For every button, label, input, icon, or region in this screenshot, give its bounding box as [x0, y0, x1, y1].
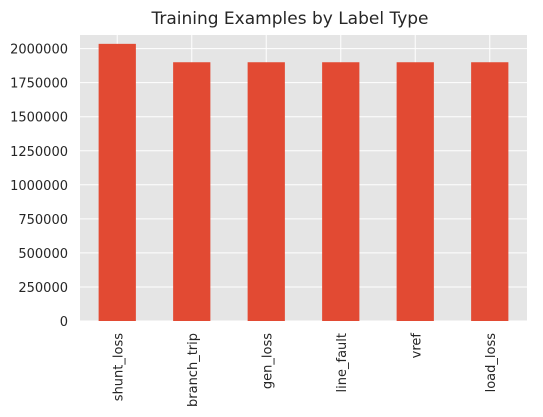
x-tick-label: shunt_loss — [111, 333, 126, 401]
y-tick-label: 500000 — [18, 247, 68, 262]
bars — [98, 43, 509, 321]
bar-vref — [396, 62, 434, 321]
x-tick-label: gen_loss — [260, 333, 275, 389]
y-tick-label: 1250000 — [10, 145, 68, 160]
bar-shunt-loss — [98, 43, 136, 321]
bar-branch-trip — [173, 62, 211, 321]
plot-area — [80, 35, 527, 321]
y-tick-label: 0 — [60, 315, 68, 330]
x-tick-label: load_loss — [484, 333, 499, 393]
bar-line-fault — [322, 62, 360, 321]
y-tick-label: 1000000 — [10, 179, 68, 194]
x-tick-label: vref — [409, 333, 424, 359]
y-tick-label: 1500000 — [10, 111, 68, 126]
bar-load-loss — [471, 62, 509, 321]
x-axis-ticks: shunt_loss branch_trip gen_loss line_fault v… — [111, 333, 499, 407]
x-tick-label: line_fault — [335, 333, 350, 392]
y-axis-ticks: 0 250000 500000 750000 1000000 1250000 1500000… — [10, 43, 68, 330]
x-tick-label: branch_trip — [186, 333, 201, 407]
y-tick-label: 1750000 — [10, 77, 68, 92]
y-tick-label: 750000 — [18, 213, 68, 228]
y-tick-label: 250000 — [18, 281, 68, 296]
y-tick-label: 2000000 — [10, 43, 68, 58]
bar-gen-loss — [247, 62, 285, 321]
chart-title: Training Examples by Label Type — [150, 9, 428, 29]
